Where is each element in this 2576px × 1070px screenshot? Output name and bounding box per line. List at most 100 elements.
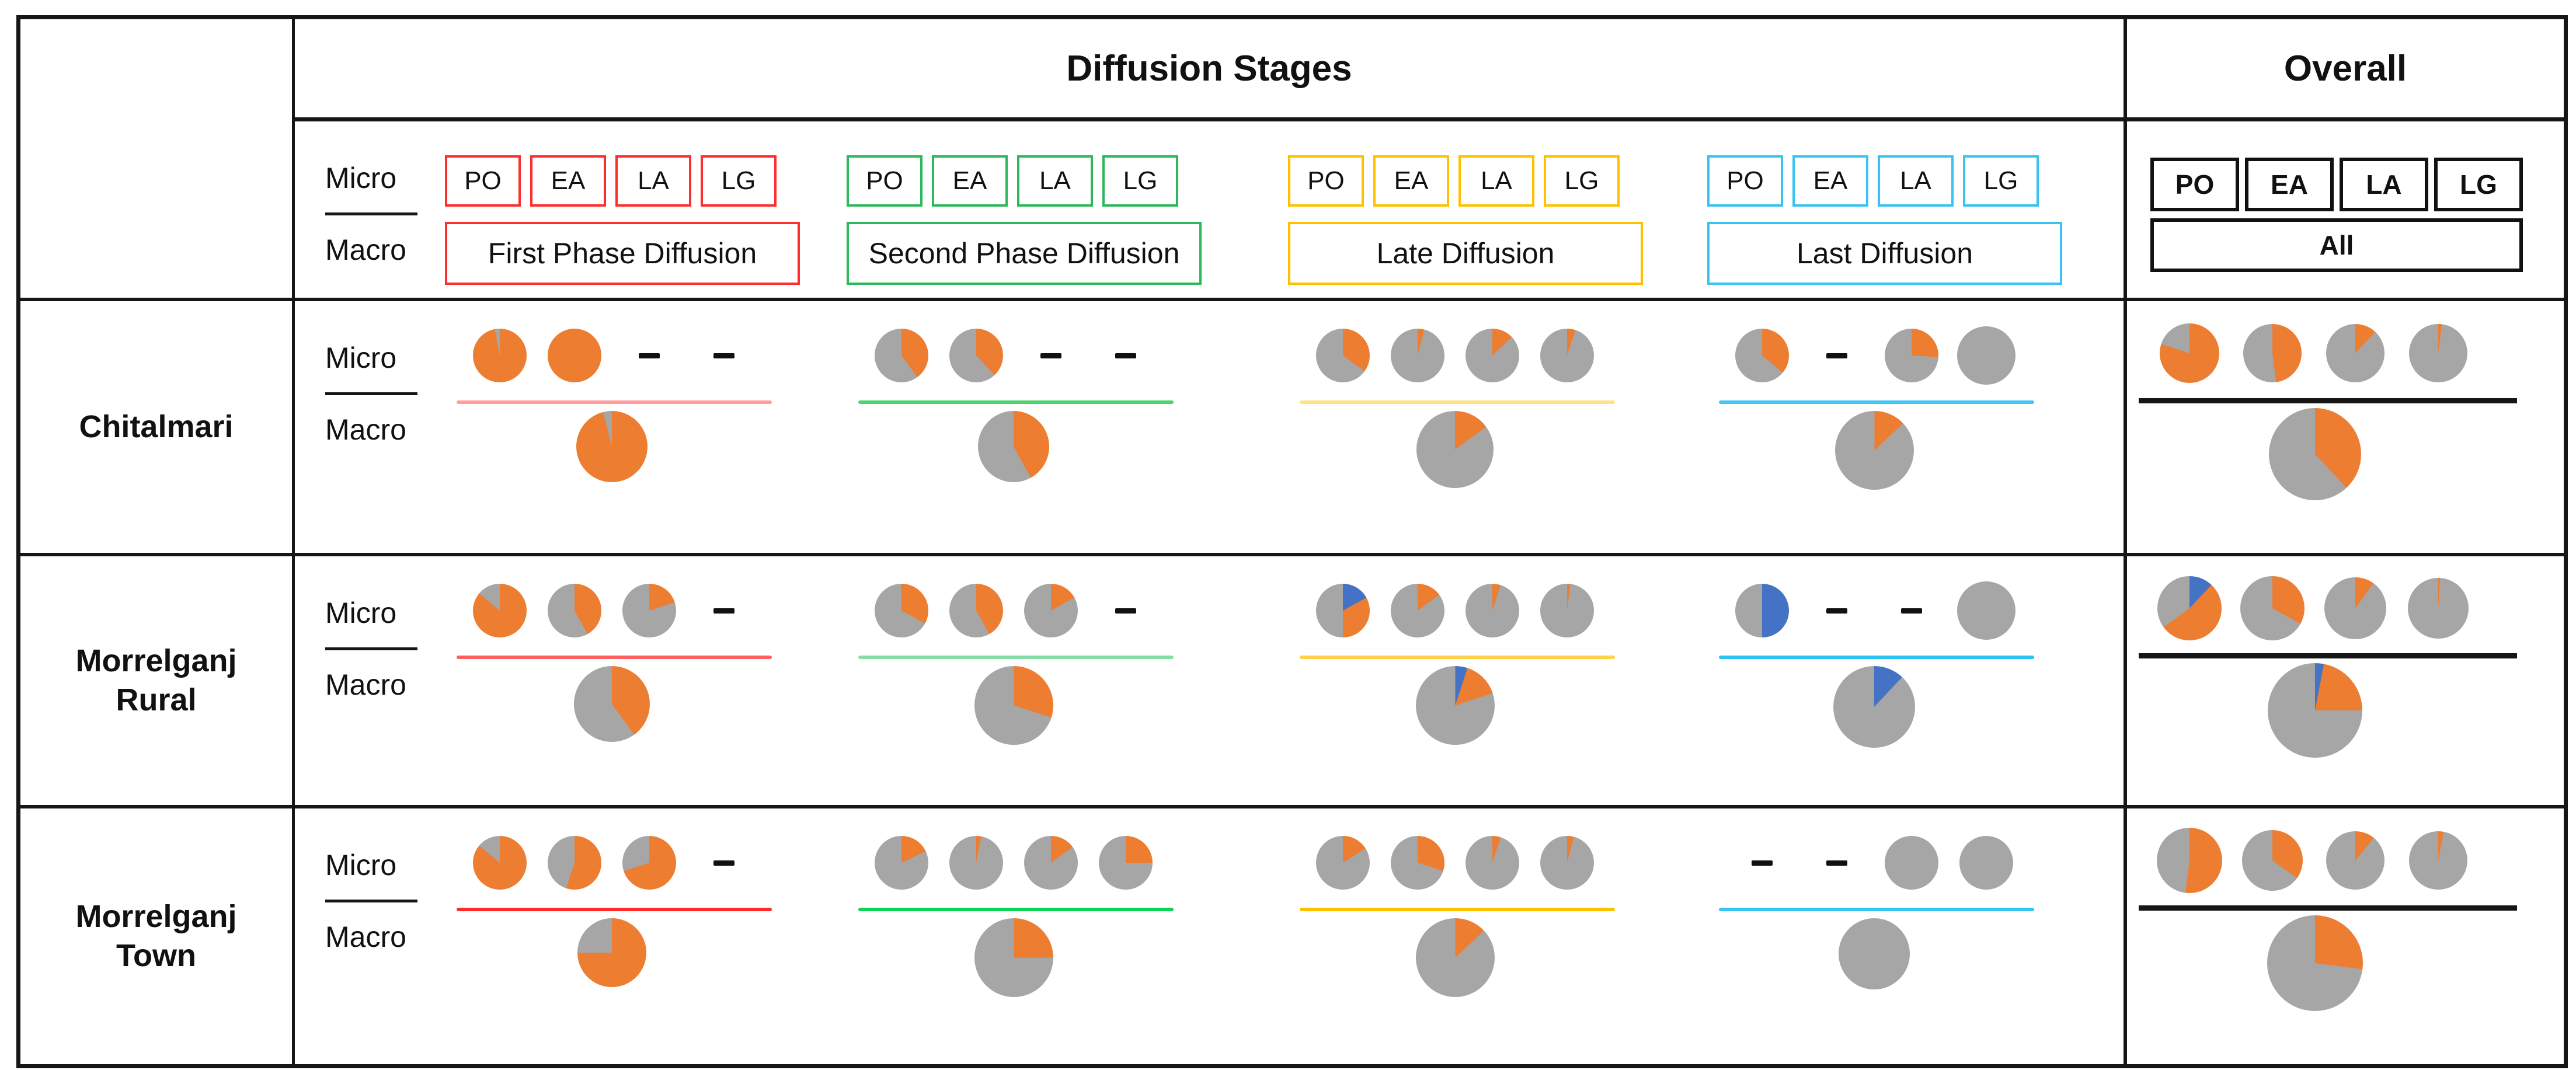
micro-pie-ea (2240, 576, 2305, 640)
macro-pie (577, 918, 646, 987)
micro-slot-po (1310, 836, 1376, 890)
stage-cell-late (1269, 301, 1689, 553)
stage-group-label-last: Last Diffusion (1707, 222, 2062, 285)
overall-pies-chitalmari (2127, 301, 2564, 500)
missing-data-dash (1826, 608, 1847, 614)
micro-pie-ea (1391, 329, 1444, 382)
micro-slot-la (1460, 836, 1525, 890)
stage-cell-second (828, 808, 1269, 1064)
micro-slot-po (1729, 329, 1795, 382)
stage-underline (858, 656, 1174, 659)
micro-pie-po (1735, 584, 1789, 637)
overall-code-box-la: LA (2340, 158, 2428, 211)
micro-slot-lg (1534, 584, 1600, 637)
stage-header-row: Micro Macro PO EA LA LG First Phase Diffusio… (295, 121, 2124, 298)
micro-label: Micro (325, 162, 397, 194)
micro-slot-ea (542, 329, 607, 382)
micro-pie-lg (1957, 581, 2015, 640)
stage-group-header-late: PO EA LA LG Late Diffusion (1269, 121, 1689, 298)
missing-data-dash (1752, 860, 1773, 866)
stage-underline (1719, 656, 2034, 659)
overall-row-cell (2124, 553, 2564, 805)
micro-slot-la (617, 836, 682, 890)
micro-pie-lg (1540, 836, 1594, 890)
region-label-cell: Chitalmari (20, 298, 295, 553)
micro-pie-row (1729, 828, 2019, 897)
stage-group-label-first: First Phase Diffusion (445, 222, 800, 285)
macro-pie-row (2152, 408, 2478, 500)
micro-pie-row (1310, 828, 1600, 897)
macro-pie (1415, 918, 1495, 997)
micro-pie-po (2157, 828, 2222, 893)
region-stages-row: Micro Macro (295, 805, 2124, 1064)
stage-underline (457, 656, 772, 659)
micro-pie-row (869, 321, 1158, 390)
micro-pie-ea (949, 836, 1003, 890)
micro-slot-po (1729, 584, 1795, 637)
micro-slot-ea (944, 836, 1009, 890)
micro-pie-ea (2243, 324, 2302, 382)
region-stages-row: Micro Macro (295, 298, 2124, 553)
stage-cell-first (426, 301, 828, 553)
macro-pie-row (2152, 663, 2478, 758)
missing-data-dash (1901, 608, 1922, 614)
micro-pie-la (1465, 329, 1519, 382)
micro-pie-lg (1957, 326, 2015, 385)
micro-label: Micro (325, 849, 397, 881)
stage-underline (1300, 656, 1615, 659)
code-box-lg-first: LG (701, 155, 777, 207)
missing-data-dash (1040, 353, 1061, 358)
stage-underline (858, 400, 1174, 404)
micro-slot-po (467, 836, 532, 890)
micro-macro-divider (325, 900, 417, 902)
macro-pie-row (1310, 411, 1600, 488)
code-box-po-last: PO (1707, 155, 1783, 207)
stage-code-boxes-last: PO EA LA LG (1707, 155, 2123, 207)
overall-title: Overall (2283, 48, 2407, 89)
overall-column-header: PO EA LA LG All (2124, 121, 2564, 298)
micro-pie-po (1316, 329, 1370, 382)
micro-pie-row (1310, 576, 1600, 645)
micro-slot-po (869, 584, 934, 637)
micro-pie-la (1885, 836, 1938, 890)
micro-slot-la (1879, 836, 1944, 890)
micro-slot-po (1729, 860, 1795, 866)
overall-pies-morrelganj-rural (2127, 556, 2564, 758)
diffusion-stages-figure: Diffusion Stages Overall Micro Macro PO E… (16, 15, 2568, 1068)
macro-pie-row (1729, 918, 2019, 989)
micro-pie-ea (2242, 830, 2303, 891)
overall-code-box-lg: LG (2434, 158, 2523, 211)
micro-slot-la (1460, 584, 1525, 637)
micro-slot-la (617, 353, 682, 358)
missing-data-dash (1826, 353, 1847, 358)
macro-pie-row (467, 411, 757, 482)
stage-group-header-first: PO EA LA LG First Phase Diffusion (426, 121, 828, 298)
micro-pie-po (473, 584, 527, 637)
micro-slot-ea (2234, 576, 2310, 640)
micro-slot-po (467, 329, 532, 382)
micro-slot-lg (2400, 578, 2476, 639)
micro-slot-ea (1804, 608, 1870, 614)
micro-slot-ea (2234, 830, 2310, 891)
macro-pie (1839, 918, 1910, 989)
stage-cell-last (1689, 301, 2123, 553)
micro-slot-lg (1093, 353, 1158, 358)
micro-slot-po (467, 584, 532, 637)
micro-slot-la (1879, 329, 1944, 382)
micro-pie-ea (548, 836, 601, 890)
micro-slot-lg (1093, 836, 1158, 890)
micro-pie-po (2160, 323, 2219, 383)
stage-underline (2139, 905, 2517, 911)
stage-group-header-last: PO EA LA LG Last Diffusion (1689, 121, 2123, 298)
micro-label: Micro (325, 341, 397, 374)
micro-slot-lg (2400, 831, 2476, 890)
micro-pie-row (1729, 576, 2019, 645)
micro-pie-row (2152, 319, 2478, 388)
code-box-lg-last: LG (1963, 155, 2039, 207)
stage-cell-first (426, 556, 828, 805)
overall-code-box-po: PO (2150, 158, 2239, 211)
macro-pie-row (869, 411, 1158, 482)
micro-slot-lg (1534, 836, 1600, 890)
micro-pie-la (1024, 836, 1078, 890)
micro-pie-la (1465, 584, 1519, 637)
